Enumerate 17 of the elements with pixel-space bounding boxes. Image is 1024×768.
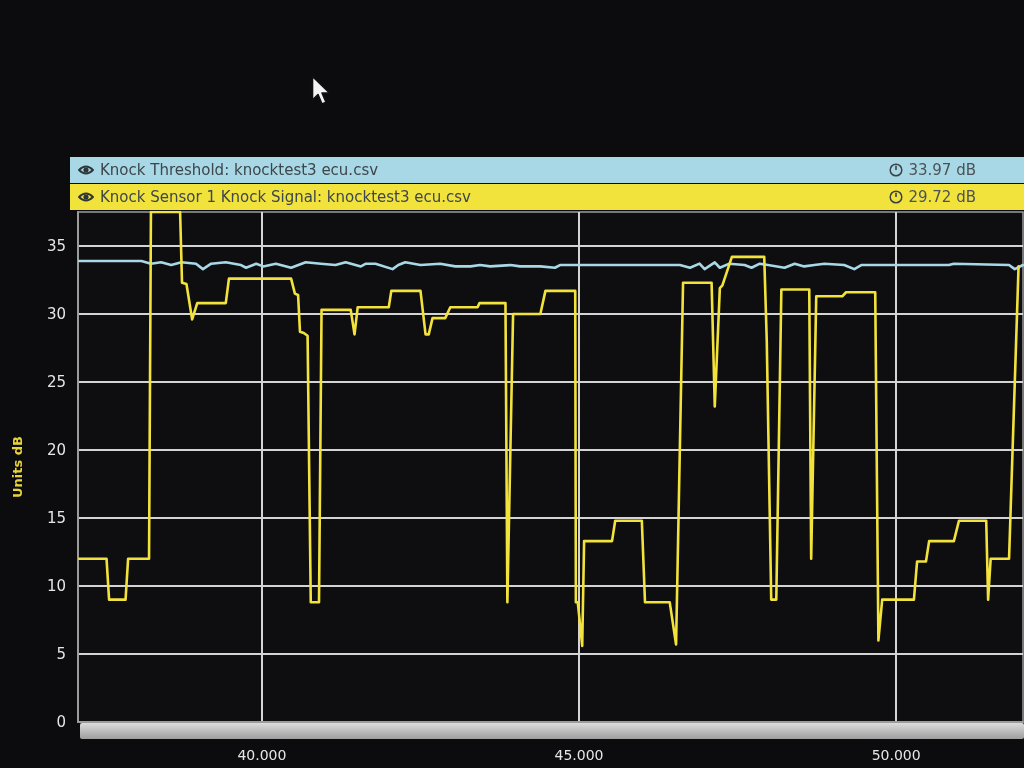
line-series [77,259,1024,271]
y-tick-label: 0 [56,713,66,731]
y-tick-label: 25 [46,373,66,391]
x-tick-label: 50.000 [871,747,921,763]
x-tick-label: 45.000 [554,747,604,763]
y-axis-title: Units dB [10,436,25,498]
y-tick-label: 10 [46,577,66,595]
y-tick-label: 30 [46,305,66,323]
text: 33.97 dB [908,161,976,179]
x-tick-label: 40.000 [237,747,287,763]
y-tick-label: 5 [56,645,66,663]
text: 29.72 dB [908,188,976,206]
y-tick-label: 35 [46,237,66,255]
text: Knock Sensor 1 Knock Signal: knocktest3 ecu.csv [100,188,471,206]
text: Knock Threshold: knocktest3 ecu.csv [100,161,379,179]
y-tick-label: 15 [46,509,66,527]
y-tick-label: 20 [46,441,66,459]
